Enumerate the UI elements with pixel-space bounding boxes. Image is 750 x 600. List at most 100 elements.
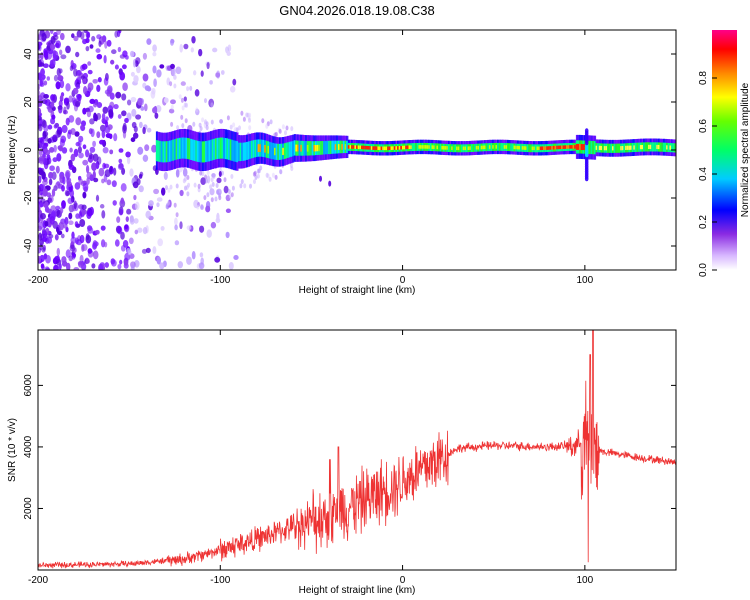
spectrogram-cell	[267, 145, 270, 154]
spectrogram-cell	[60, 135, 67, 143]
spectrogram-cell	[57, 75, 64, 82]
spectrogram-cell	[117, 114, 122, 119]
spectrogram-cell	[210, 177, 214, 183]
spectrogram-cell	[195, 140, 198, 162]
spectrogram-cell	[120, 231, 125, 240]
spectrogram-cell	[68, 115, 75, 123]
spectrogram-cell	[55, 165, 60, 174]
spectrogram-cell	[89, 118, 95, 125]
spectrogram-cell	[38, 34, 43, 41]
spectrogram-cell	[125, 151, 131, 158]
spectrogram-cell	[120, 244, 126, 252]
spectrogram-cell	[56, 247, 61, 257]
spectrogram-cell	[96, 102, 103, 108]
spectrogram-cell	[119, 259, 123, 265]
spectrogram-cell	[170, 38, 174, 46]
spectrogram-cell	[421, 145, 424, 149]
spectrogram-cell	[122, 82, 128, 91]
spectrogram-cell	[590, 140, 593, 155]
spectrogram-cell	[199, 225, 205, 233]
spectrogram-cell	[210, 139, 213, 161]
spectrogram-cell	[186, 175, 190, 180]
spectrogram-cell	[214, 196, 218, 202]
spectrogram-cell	[251, 140, 254, 159]
snr-xlabel: Height of straight line (km)	[299, 585, 416, 596]
spectrogram-cell	[388, 146, 391, 150]
spectrogram-cell	[564, 145, 567, 149]
spectrogram-cell	[85, 234, 92, 244]
spectrogram-cell	[137, 146, 144, 155]
spectrogram-cell	[178, 94, 182, 100]
spectrogram-cell	[515, 145, 518, 150]
spectrogram-cell	[316, 144, 319, 152]
spectrogram-cell	[406, 145, 410, 150]
spectrogram-cell	[170, 99, 176, 105]
spectrogram-cell	[139, 121, 143, 129]
spectrogram-cell	[443, 146, 446, 150]
spectrogram-cell	[61, 147, 68, 154]
spectrogram-cell	[112, 200, 117, 206]
snr-xtick-label: -200	[28, 575, 48, 586]
spectrogram-cell	[62, 176, 66, 185]
spectrogram-cell	[244, 142, 247, 161]
spectrogram-cell	[119, 71, 126, 81]
spectrogram-cell	[377, 146, 380, 150]
spectrogram-cell	[194, 89, 200, 97]
spectrogram-cell	[73, 68, 78, 77]
spectrogram-cell	[240, 179, 244, 185]
spectrogram-cell	[169, 140, 172, 162]
spectrogram-cell	[265, 172, 269, 178]
spectrogram-cell	[41, 230, 48, 238]
spectrogram-cell	[160, 226, 165, 231]
spectrogram-cell	[65, 83, 71, 92]
spectrogram-cell	[231, 185, 235, 191]
spectrogram-cell	[86, 31, 91, 39]
spectrogram-cell	[551, 146, 554, 150]
spectrogram-cell	[497, 142, 500, 151]
spectrogram-cell	[38, 107, 42, 116]
spectrogram-cell	[252, 171, 256, 177]
spectrogram-cell	[110, 59, 115, 65]
spectrogram-cell	[649, 144, 652, 149]
spectrogram-cell	[60, 233, 65, 239]
colorbar-label: Normalized spectral amplitude	[740, 82, 750, 217]
spectrogram-cell	[361, 145, 364, 150]
spectrogram-cell	[103, 77, 109, 86]
spectrogram-xtick-label: 100	[577, 275, 594, 286]
spectrogram-cell	[59, 32, 65, 41]
spectrogram-cell	[365, 145, 369, 150]
spectrogram-cell	[214, 138, 218, 160]
spectrogram-cell	[262, 139, 265, 157]
spectrogram-cell	[38, 204, 41, 212]
spectrogram-cell	[454, 144, 457, 153]
spectrogram-xtick-label: -200	[28, 275, 48, 286]
spectrogram-cell	[170, 63, 175, 70]
spectrogram-cell	[274, 174, 278, 180]
spectrogram-cell	[156, 69, 162, 78]
snr-xtick-label: 100	[577, 575, 594, 586]
spectrogram-cell	[101, 118, 106, 124]
spectrogram-cell	[85, 45, 90, 52]
spectrogram-cell	[56, 30, 61, 36]
spectrogram-cell	[130, 264, 135, 270]
spectrogram-cell	[168, 108, 175, 114]
spectrogram-cell	[233, 140, 236, 162]
spectrogram-cell	[513, 145, 516, 150]
spectrogram-cell	[229, 139, 232, 161]
spectrogram-cell	[482, 145, 485, 150]
spectrogram-cell	[38, 59, 42, 67]
spectrogram-cell	[211, 182, 215, 187]
spectrogram-cell	[114, 64, 119, 70]
spectrogram-cell	[177, 138, 180, 160]
spectrogram-cell	[648, 144, 651, 149]
spectrogram-cell	[662, 142, 665, 152]
spectrogram-cell	[190, 138, 193, 160]
spectrogram-ytick-label: 20	[23, 96, 34, 108]
spectrogram-cell	[615, 143, 618, 153]
spectrogram-cell	[156, 197, 163, 202]
spectrogram-cell	[503, 145, 506, 149]
spectrogram-cell	[159, 64, 165, 69]
spectrogram-cell	[659, 142, 662, 152]
spectrogram-cell	[142, 73, 149, 82]
